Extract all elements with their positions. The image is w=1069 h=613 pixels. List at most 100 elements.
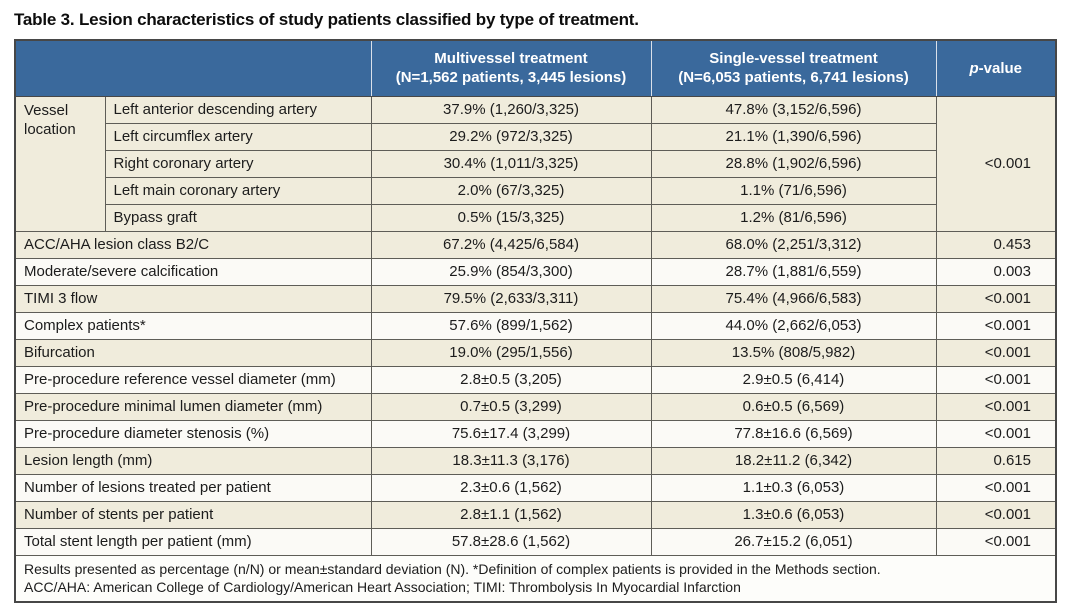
table-row: ACC/AHA lesion class B2/C 67.2% (4,425/6… [14, 230, 1057, 259]
footnote-line-1: Results presented as percentage (n/N) or… [24, 560, 881, 577]
multivessel-header-line2: (N=1,562 patients, 3,445 lesions) [395, 69, 627, 87]
cell-multivessel-value: 37.9% (1,260/3,325) [370, 95, 652, 124]
cell-single-vessel-value: 1.2% (81/6,596) [650, 203, 937, 232]
column-header-single-vessel: Single-vessel treatment (N=6,053 patient… [650, 40, 936, 97]
lesion-characteristics-table: Multivessel treatment (N=1,562 patients,… [14, 39, 1057, 604]
cell-multivessel-value: 57.6% (899/1,562) [370, 311, 652, 340]
row-label: Pre-procedure minimal lumen diameter (mm… [14, 392, 372, 421]
row-label: ACC/AHA lesion class B2/C [14, 230, 372, 259]
cell-multivessel-value: 0.7±0.5 (3,299) [370, 392, 652, 421]
row-label: Right coronary artery [104, 149, 372, 178]
cell-single-vessel-value: 1.3±0.6 (6,053) [650, 500, 937, 529]
row-label: Number of stents per patient [14, 500, 372, 529]
table-row: Moderate/severe calcification 25.9% (854… [14, 257, 1057, 286]
cell-p-value: <0.001 [935, 392, 1057, 421]
cell-single-vessel-value: 18.2±11.2 (6,342) [650, 446, 937, 475]
cell-multivessel-value: 2.8±1.1 (1,562) [370, 500, 652, 529]
cell-multivessel-value: 2.3±0.6 (1,562) [370, 473, 652, 502]
cell-single-vessel-value: 1.1% (71/6,596) [650, 176, 937, 205]
table-row: Left circumflex artery 29.2% (972/3,325)… [15, 122, 1056, 151]
p-value-header-italic: p [969, 59, 979, 77]
row-label: Bifurcation [14, 338, 372, 367]
single-vessel-header-line2: (N=6,053 patients, 6,741 lesions) [678, 69, 909, 87]
table-row: Bifurcation 19.0% (295/1,556) 13.5% (808… [14, 338, 1057, 367]
cell-multivessel-value: 75.6±17.4 (3,299) [370, 419, 652, 448]
cell-multivessel-value: 79.5% (2,633/3,311) [370, 284, 652, 313]
footnote-line-2: ACC/AHA: American College of Cardiology/… [24, 579, 741, 596]
cell-single-vessel-value: 28.7% (1,881/6,559) [650, 257, 937, 286]
table-row: Pre-procedure diameter stenosis (%) 75.6… [14, 419, 1057, 448]
cell-p-value: 0.003 [935, 257, 1057, 286]
table-row: Pre-procedure minimal lumen diameter (mm… [14, 392, 1057, 421]
cell-single-vessel-value: 44.0% (2,662/6,053) [650, 311, 937, 340]
row-label: Lesion length (mm) [14, 446, 372, 475]
cell-p-value: <0.001 [935, 473, 1057, 502]
cell-p-value: <0.001 [935, 338, 1057, 367]
table-row: Complex patients* 57.6% (899/1,562) 44.0… [14, 311, 1057, 340]
row-label: Bypass graft [104, 203, 372, 232]
cell-p-value: <0.001 [935, 311, 1057, 340]
single-vessel-header-line1: Single-vessel treatment [709, 49, 878, 67]
multivessel-header-line1: Multivessel treatment [434, 49, 588, 67]
table-row: Number of stents per patient 2.8±1.1 (1,… [14, 500, 1057, 529]
cell-p-value: <0.001 [935, 527, 1057, 556]
cell-single-vessel-value: 0.6±0.5 (6,569) [650, 392, 937, 421]
cell-single-vessel-value: 1.1±0.3 (6,053) [650, 473, 937, 502]
cell-p-value: <0.001 [935, 365, 1057, 394]
table-row: Left main coronary artery 2.0% (67/3,325… [15, 176, 1056, 205]
row-label: Complex patients* [14, 311, 372, 340]
cell-single-vessel-value: 26.7±15.2 (6,051) [650, 527, 937, 556]
cell-single-vessel-value: 77.8±16.6 (6,569) [650, 419, 937, 448]
cell-single-vessel-value: 28.8% (1,902/6,596) [650, 149, 937, 178]
column-header-multivessel: Multivessel treatment (N=1,562 patients,… [370, 40, 651, 97]
cell-single-vessel-value: 75.4% (4,966/6,583) [650, 284, 937, 313]
vessel-location-p-value: <0.001 [935, 95, 1057, 232]
row-label: Left main coronary artery [104, 176, 372, 205]
table-row: TIMI 3 flow 79.5% (2,633/3,311) 75.4% (4… [14, 284, 1057, 313]
table-row: Number of lesions treated per patient 2.… [14, 473, 1057, 502]
cell-multivessel-value: 25.9% (854/3,300) [370, 257, 652, 286]
cell-multivessel-value: 30.4% (1,011/3,325) [370, 149, 652, 178]
cell-multivessel-value: 2.8±0.5 (3,205) [370, 365, 652, 394]
table-row: Pre-procedure reference vessel diameter … [14, 365, 1057, 394]
cell-p-value: <0.001 [935, 284, 1057, 313]
cell-p-value: <0.001 [935, 419, 1057, 448]
cell-multivessel-value: 19.0% (295/1,556) [370, 338, 652, 367]
table-row: Bypass graft 0.5% (15/3,325) 1.2% (81/6,… [15, 203, 1056, 232]
table-row: Lesion length (mm) 18.3±11.3 (3,176) 18.… [14, 446, 1057, 475]
row-label: Left anterior descending artery [104, 95, 372, 124]
cell-single-vessel-value: 2.9±0.5 (6,414) [650, 365, 937, 394]
cell-p-value: 0.453 [935, 230, 1057, 259]
cell-multivessel-value: 18.3±11.3 (3,176) [370, 446, 652, 475]
cell-multivessel-value: 29.2% (972/3,325) [370, 122, 652, 151]
cell-single-vessel-value: 47.8% (3,152/6,596) [650, 95, 937, 124]
vessel-location-group-label: Vessel location [14, 95, 106, 232]
p-value-header-rest: -value [978, 59, 1023, 77]
row-label: Left circumflex artery [104, 122, 372, 151]
footnotes-cell: Results presented as percentage (n/N) or… [14, 554, 1057, 603]
row-label: Pre-procedure diameter stenosis (%) [14, 419, 372, 448]
table-row: Vessel location Left anterior descending… [14, 95, 1057, 232]
row-label: Total stent length per patient (mm) [14, 527, 372, 556]
header-row: Multivessel treatment (N=1,562 patients,… [15, 40, 1056, 97]
footnotes-row: Results presented as percentage (n/N) or… [14, 554, 1057, 603]
row-label: TIMI 3 flow [14, 284, 372, 313]
row-label: Number of lesions treated per patient [14, 473, 372, 502]
row-label: Pre-procedure reference vessel diameter … [14, 365, 372, 394]
page-title: Table 3. Lesion characteristics of study… [14, 10, 639, 29]
column-header-empty [15, 40, 371, 97]
cell-p-value: <0.001 [935, 500, 1057, 529]
table-row: Right coronary artery 30.4% (1,011/3,325… [15, 149, 1056, 178]
table-row: Total stent length per patient (mm) 57.8… [14, 527, 1057, 556]
cell-multivessel-value: 2.0% (67/3,325) [370, 176, 652, 205]
cell-multivessel-value: 0.5% (15/3,325) [370, 203, 652, 232]
cell-multivessel-value: 67.2% (4,425/6,584) [370, 230, 652, 259]
column-header-p-value: p-value [935, 40, 1056, 97]
cell-single-vessel-value: 13.5% (808/5,982) [650, 338, 937, 367]
cell-p-value: 0.615 [935, 446, 1057, 475]
cell-single-vessel-value: 21.1% (1,390/6,596) [650, 122, 937, 151]
cell-multivessel-value: 57.8±28.6 (1,562) [370, 527, 652, 556]
row-label: Moderate/severe calcification [14, 257, 372, 286]
cell-single-vessel-value: 68.0% (2,251/3,312) [650, 230, 937, 259]
